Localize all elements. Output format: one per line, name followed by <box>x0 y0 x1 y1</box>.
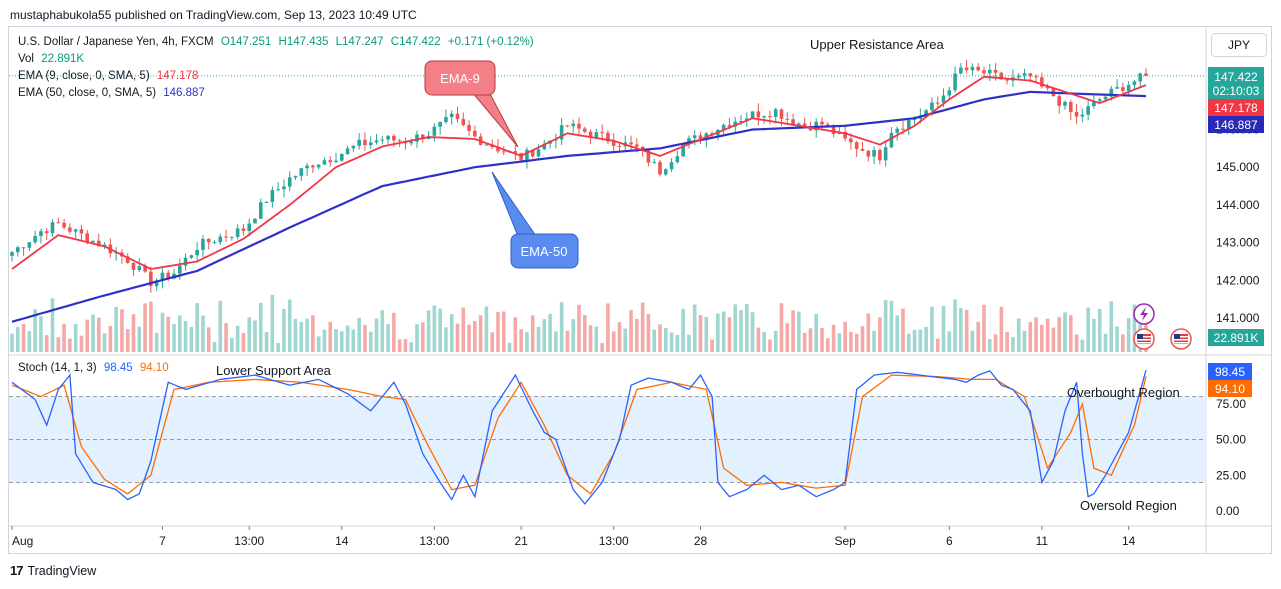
ema9-legend: EMA (9, close, 0, SMA, 5) 147.178 <box>18 70 202 82</box>
ema50-legend: EMA (50, close, 0, SMA, 5) 146.887 <box>18 87 209 99</box>
ema9-value: 147.178 <box>156 70 199 82</box>
volume-value: 22.891K <box>41 53 85 65</box>
published-line: mustaphabukola55 published on TradingVie… <box>10 8 417 22</box>
ohlc-change: +0.171 (+0.12%) <box>447 36 534 48</box>
stoch-d-value: 94.10 <box>139 362 169 374</box>
ema50-label[interactable]: EMA (50, close, 0, SMA, 5) <box>18 87 157 99</box>
volume-label[interactable]: Vol <box>18 53 34 65</box>
ohlc-low: L147.247 <box>335 36 384 48</box>
ohlc-open: O147.251 <box>220 36 272 48</box>
ema50-value: 146.887 <box>163 87 205 99</box>
chart-frame <box>8 26 1272 554</box>
ohlc-close: C147.422 <box>390 36 441 48</box>
ohlc-high: H147.435 <box>278 36 329 48</box>
footer: 17 TradingView <box>10 563 96 578</box>
symbol-name[interactable]: U.S. Dollar / Japanese Yen, 4h, FXCM <box>18 36 214 48</box>
symbol-legend: U.S. Dollar / Japanese Yen, 4h, FXCM O14… <box>18 36 538 48</box>
ema9-label[interactable]: EMA (9, close, 0, SMA, 5) <box>18 70 150 82</box>
volume-legend: Vol 22.891K <box>18 53 88 65</box>
stoch-label[interactable]: Stoch (14, 1, 3) <box>18 362 97 374</box>
stoch-legend: Stoch (14, 1, 3) 98.45 94.10 <box>18 362 173 374</box>
stoch-k-value: 98.45 <box>103 362 133 374</box>
tradingview-logo-icon[interactable]: 17 <box>10 563 24 578</box>
currency-button[interactable]: JPY <box>1211 33 1267 57</box>
footer-brand[interactable]: TradingView <box>27 563 97 578</box>
